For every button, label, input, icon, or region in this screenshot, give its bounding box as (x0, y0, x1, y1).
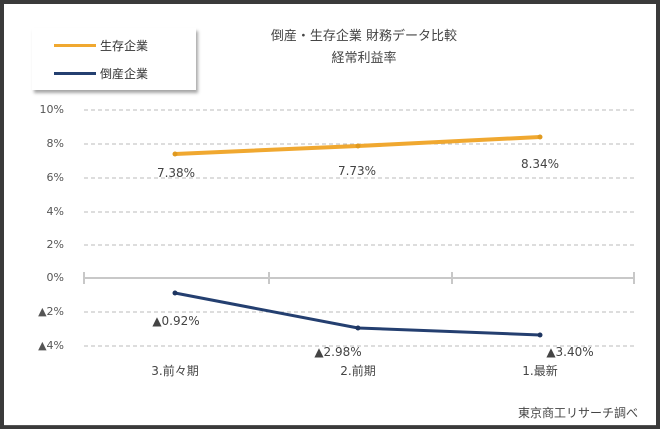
y-tick: 6% (46, 171, 64, 184)
legend-item-surviving: 生存企業 (54, 36, 148, 54)
y-tick: ▲2% (38, 305, 64, 318)
zero-axis (83, 272, 635, 284)
x-category: 1.最新 (522, 364, 558, 378)
y-tick: 0% (46, 271, 64, 284)
chart-panel: 生存企業 倒産企業 倒産・生存企業 財務データ比較 経常利益率 10% 8% 6… (4, 4, 656, 426)
gridlines (84, 109, 634, 347)
chart-title: 倒産・生存企業 財務データ比較 (270, 29, 458, 44)
y-tick: ▲4% (38, 339, 64, 352)
legend-label-surviving: 生存企業 (100, 38, 149, 53)
x-category: 3.前々期 (151, 364, 199, 378)
plot-area (83, 109, 635, 347)
x-category: 2.前期 (340, 364, 376, 378)
data-label: ▲0.92% (152, 314, 200, 328)
y-tick: 8% (46, 137, 64, 150)
legend-label-bankrupt: 倒産企業 (100, 66, 149, 81)
data-label: 7.73% (337, 164, 377, 178)
legend-item-bankrupt: 倒産企業 (54, 64, 148, 82)
y-tick: 4% (46, 205, 64, 218)
legend: 生存企業 倒産企業 (32, 28, 196, 90)
chart-subtitle: 経常利益率 (331, 51, 397, 66)
data-label: 8.34% (520, 157, 560, 171)
legend-line-bankrupt-icon (54, 71, 96, 75)
data-label: 7.38% (156, 166, 196, 180)
y-tick: 2% (46, 238, 64, 251)
source-note: 東京商工リサーチ調べ (517, 406, 638, 420)
data-label: ▲3.40% (546, 345, 594, 359)
y-tick: 10% (39, 103, 64, 116)
data-label: ▲2.98% (314, 345, 362, 359)
chart-title-block: 倒産・生存企業 財務データ比較 経常利益率 (204, 26, 524, 70)
legend-line-surviving-icon (54, 43, 96, 47)
